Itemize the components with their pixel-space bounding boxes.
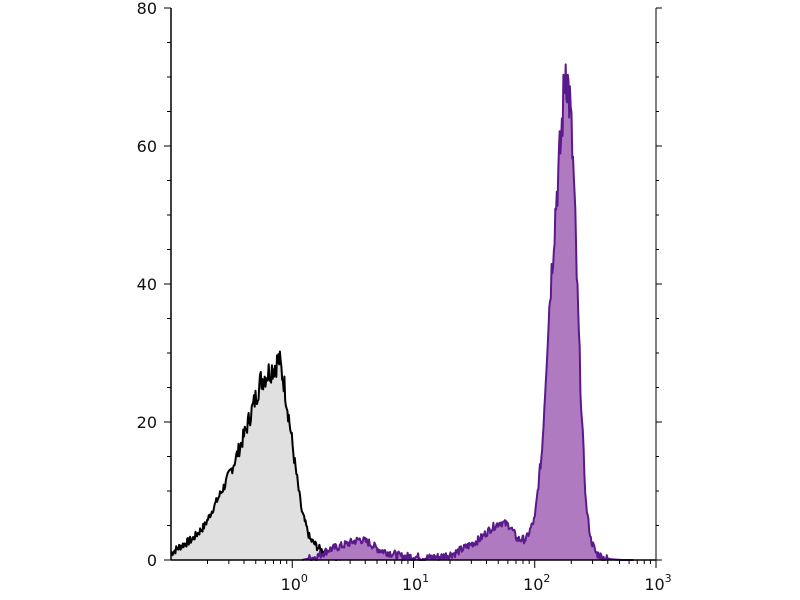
y-axis: 0 20 40 60 80: [137, 0, 662, 570]
series-1-area: [171, 351, 341, 560]
y-tick-label: 20: [137, 413, 157, 432]
plot-area: [170, 63, 634, 561]
x-tick-label: 101: [402, 572, 429, 594]
x-tick-label: 103: [644, 572, 671, 594]
series-1-line: [170, 350, 341, 561]
x-tick-label: 102: [523, 572, 550, 594]
x-axis: 100 101 102 103: [171, 559, 672, 594]
y-tick-label: 0: [147, 551, 157, 570]
series-2-area: [301, 64, 634, 561]
y-tick-label: 60: [137, 137, 157, 156]
series-2-line: [301, 63, 634, 561]
y-tick-label: 80: [137, 0, 157, 18]
y-tick-label: 40: [137, 275, 157, 294]
x-tick-label: 100: [281, 572, 308, 594]
